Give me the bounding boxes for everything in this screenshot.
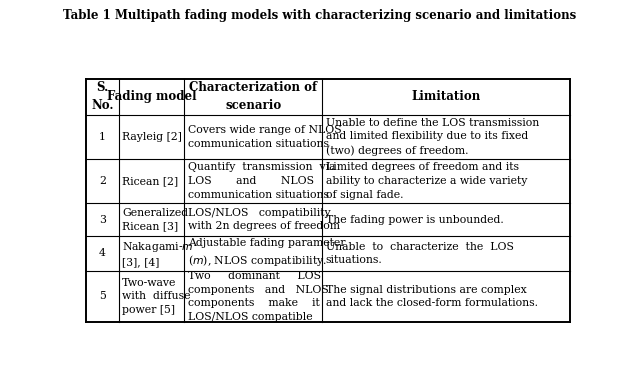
Text: Covers wide range of NLOS
communication situations: Covers wide range of NLOS communication …	[188, 125, 341, 149]
Text: Quantify  transmission  via
LOS       and       NLOS
communication situations: Quantify transmission via LOS and NLOS c…	[188, 162, 335, 200]
Text: Two     dominant     LOS
components   and   NLOS
components    make    it
LOS/NL: Two dominant LOS components and NLOS com…	[188, 271, 328, 322]
Bar	[86, 79, 570, 322]
Text: Generalized
Ricean [3]: Generalized Ricean [3]	[122, 208, 188, 231]
Text: S.
No.: S. No.	[91, 81, 114, 112]
Text: LOS/NLOS   compatibility
with 2n degrees of freedom: LOS/NLOS compatibility with 2n degrees o…	[188, 208, 340, 231]
Text: Limited degrees of freedom and its
ability to characterize a wide variety
of sig: Limited degrees of freedom and its abili…	[326, 162, 527, 200]
Text: Two-wave
with  diffuse
power [5]: Two-wave with diffuse power [5]	[122, 278, 191, 315]
Text: Nakagami-$m$
[3], [4]: Nakagami-$m$ [3], [4]	[122, 239, 194, 267]
Text: 3: 3	[99, 214, 106, 225]
Text: Rayleig [2]: Rayleig [2]	[122, 132, 182, 142]
Text: The fading power is unbounded.: The fading power is unbounded.	[326, 214, 504, 225]
Text: 1: 1	[99, 132, 106, 142]
Text: The signal distributions are complex
and lack the closed-form formulations.: The signal distributions are complex and…	[326, 284, 538, 308]
Text: 5: 5	[99, 292, 106, 301]
Text: 2: 2	[99, 176, 106, 186]
Text: Table 1 Multipath fading models with characterizing scenario and limitations: Table 1 Multipath fading models with cha…	[63, 9, 577, 22]
Text: Fading model: Fading model	[107, 90, 196, 103]
Text: Limitation: Limitation	[412, 90, 481, 103]
Text: Adjustable fading parameter
($m$), NLOS compatibility.: Adjustable fading parameter ($m$), NLOS …	[188, 238, 345, 268]
Text: 4: 4	[99, 248, 106, 258]
Text: Characterization of
scenario: Characterization of scenario	[189, 81, 317, 112]
Text: Ricean [2]: Ricean [2]	[122, 176, 179, 186]
Text: Unable  to  characterize  the  LOS
situations.: Unable to characterize the LOS situation…	[326, 242, 513, 265]
Text: Unable to define the LOS transmission
and limited flexibility due to its fixed
(: Unable to define the LOS transmission an…	[326, 118, 539, 156]
